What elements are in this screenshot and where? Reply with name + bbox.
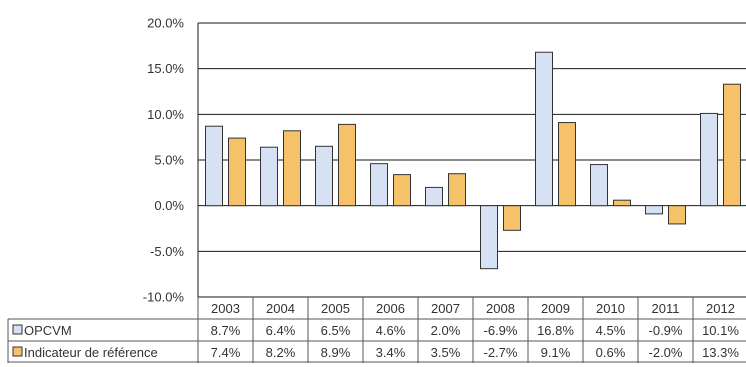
bar-indicateur-2006 bbox=[393, 174, 411, 207]
data-label: 9.1% bbox=[541, 345, 571, 360]
category-label: 2008 bbox=[486, 301, 515, 316]
data-label: 16.8% bbox=[537, 323, 574, 338]
bar-indicateur-2011 bbox=[668, 205, 686, 225]
data-label: -2.7% bbox=[484, 345, 518, 360]
data-label: -0.9% bbox=[649, 323, 683, 338]
bar-opcvm-2006 bbox=[370, 163, 388, 207]
data-label: 8.7% bbox=[211, 323, 241, 338]
legend-swatch bbox=[12, 346, 23, 357]
y-tick-label: -5.0% bbox=[150, 244, 184, 259]
data-label: 8.2% bbox=[266, 345, 296, 360]
category-label: 2007 bbox=[431, 301, 460, 316]
data-label: 3.5% bbox=[431, 345, 461, 360]
bar-indicateur-2010 bbox=[613, 199, 631, 207]
bar-opcvm-2005 bbox=[315, 145, 333, 207]
y-tick-label: 20.0% bbox=[147, 16, 184, 31]
bar-indicateur-2007 bbox=[448, 173, 466, 207]
data-label: -2.0% bbox=[649, 345, 683, 360]
bars bbox=[205, 51, 741, 270]
bar-opcvm-2008 bbox=[480, 205, 498, 270]
category-label: 2005 bbox=[321, 301, 350, 316]
data-label: 6.5% bbox=[321, 323, 351, 338]
y-tick-label: 0.0% bbox=[154, 198, 184, 213]
y-axis-ticks: 20.0% 15.0% 10.0% 5.0% 0.0% -5.0% -10.0% bbox=[143, 16, 185, 305]
category-label: 2003 bbox=[211, 301, 240, 316]
data-label: 2.0% bbox=[431, 323, 461, 338]
category-label: 2012 bbox=[706, 301, 735, 316]
bar-opcvm-2011 bbox=[645, 205, 663, 215]
data-table: 2003 2004 2005 2006 2007 2008 2009 2010 2011 2012… bbox=[7, 297, 746, 363]
data-label: 0.6% bbox=[596, 345, 626, 360]
data-label: 8.9% bbox=[321, 345, 351, 360]
grid-lines bbox=[197, 22, 746, 298]
bar-indicateur-2009 bbox=[558, 122, 576, 207]
bar-opcvm-2007 bbox=[425, 186, 443, 207]
bar-indicateur-2005 bbox=[338, 123, 356, 207]
data-label: 4.5% bbox=[596, 323, 626, 338]
data-label: 4.6% bbox=[376, 323, 406, 338]
bar-opcvm-2009 bbox=[535, 51, 553, 207]
y-tick-label: 5.0% bbox=[154, 153, 184, 168]
bar-indicateur-2012 bbox=[723, 83, 741, 207]
legend-swatch bbox=[12, 324, 23, 335]
data-label: 3.4% bbox=[376, 345, 406, 360]
data-label: 7.4% bbox=[211, 345, 241, 360]
bar-opcvm-2003 bbox=[205, 125, 223, 207]
bar-opcvm-2012 bbox=[700, 112, 718, 207]
category-label: 2009 bbox=[541, 301, 570, 316]
bar-indicateur-2003 bbox=[228, 137, 246, 207]
y-tick-label: -10.0% bbox=[143, 290, 185, 305]
legend-label: OPCVM bbox=[24, 323, 72, 338]
y-tick-label: 15.0% bbox=[147, 61, 184, 76]
bar-opcvm-2004 bbox=[260, 146, 278, 207]
data-label: 6.4% bbox=[266, 323, 296, 338]
data-label: 13.3% bbox=[702, 345, 739, 360]
legend-label: Indicateur de référence bbox=[24, 345, 158, 360]
bar-opcvm-2010 bbox=[590, 164, 608, 207]
bar-indicateur-2004 bbox=[283, 130, 301, 207]
data-label: -6.9% bbox=[484, 323, 518, 338]
category-label: 2011 bbox=[652, 301, 680, 316]
category-label: 2004 bbox=[266, 301, 295, 316]
data-label: 10.1% bbox=[702, 323, 739, 338]
category-label: 2010 bbox=[596, 301, 625, 316]
category-label: 2006 bbox=[376, 301, 405, 316]
y-tick-label: 10.0% bbox=[147, 107, 184, 122]
bar-indicateur-2008 bbox=[503, 205, 521, 231]
